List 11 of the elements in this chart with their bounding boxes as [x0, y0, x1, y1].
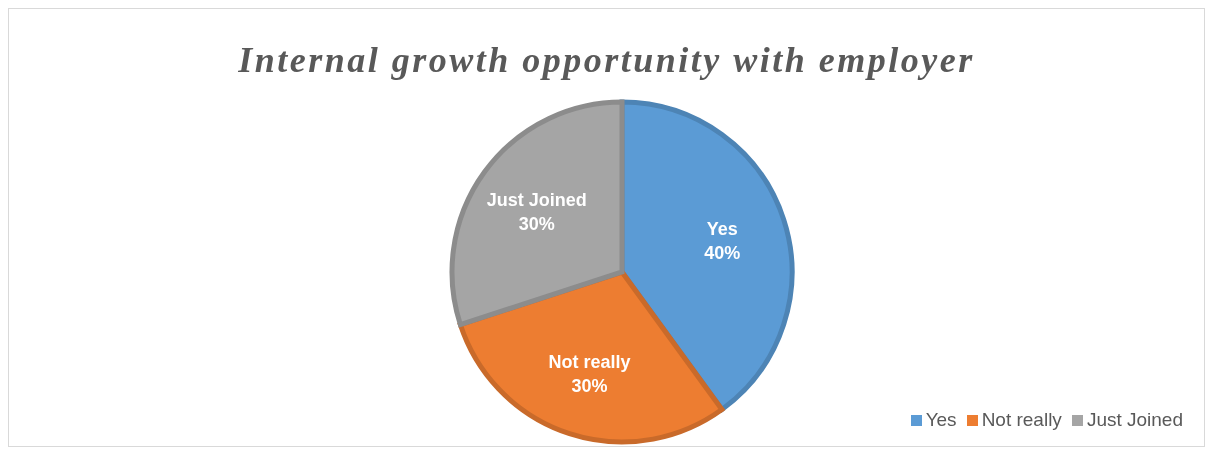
data-label: 40%	[704, 243, 741, 264]
pie-slice	[449, 99, 625, 328]
data-label: 30%	[571, 376, 608, 397]
legend-label: Just Joined	[1086, 409, 1183, 430]
legend-label: Yes	[925, 409, 957, 430]
legend-label: Not really	[981, 409, 1062, 430]
slice-label: Just Joined	[486, 190, 587, 211]
chart-title: Internal growth opportunity with employer	[237, 39, 976, 81]
slice-label: Yes	[706, 219, 738, 240]
slice-label: Not really	[548, 352, 631, 373]
data-label: 30%	[518, 214, 555, 235]
